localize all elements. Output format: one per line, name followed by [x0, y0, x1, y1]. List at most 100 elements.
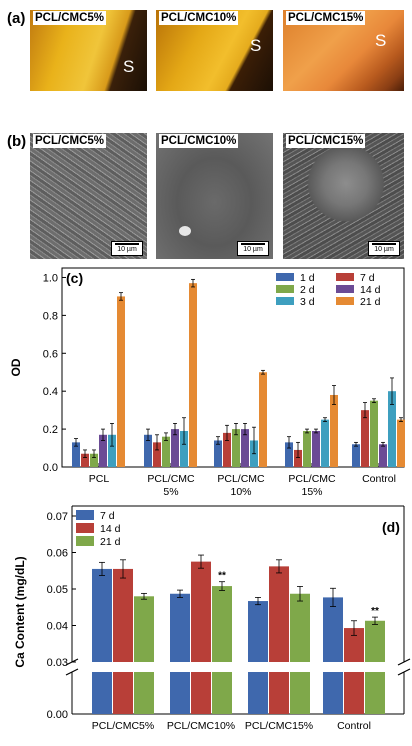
y-tick-label: 0.00	[47, 709, 68, 721]
bar	[223, 432, 231, 467]
y-axis-label: Ca Content (mg/dL)	[13, 556, 27, 667]
bar	[134, 596, 154, 662]
bar	[361, 410, 369, 467]
x-tick-label: PCL/CMC	[217, 473, 265, 485]
y-tick-label: 0.07	[47, 511, 68, 523]
bar-lower-segment	[365, 672, 385, 714]
bar	[81, 453, 89, 467]
bar	[365, 620, 385, 662]
micrograph-a-3: PCL/CMC15% S	[283, 10, 404, 91]
x-tick-label: 15%	[301, 486, 322, 498]
panel-b-letter: (b)	[7, 133, 27, 150]
legend-swatch	[276, 285, 294, 293]
bar	[379, 444, 387, 467]
bar	[241, 429, 249, 467]
sem-image-2: PCL/CMC10% 10 µm	[156, 133, 273, 259]
bar	[323, 597, 343, 662]
scale-bar: 10 µm	[368, 241, 400, 256]
x-tick-label: PCL/CMC	[147, 473, 195, 485]
legend-label: 1 d	[300, 272, 315, 284]
s-marker: S	[123, 57, 135, 76]
bar	[312, 430, 320, 467]
axis-break-mark	[397, 658, 411, 666]
y-tick-label: 0.8	[43, 310, 58, 322]
y-tick-label: 0.03	[47, 657, 68, 669]
bar	[269, 566, 289, 662]
x-tick-label: PCL/CMC5%	[92, 720, 154, 732]
y-tick-label: 0.05	[47, 584, 68, 596]
y-tick-label: 0.04	[47, 621, 68, 633]
calcium-bar-chart: 0.03 0.04 0.05 0.06 0.07 0.00 Ca Content (mg/d…	[13, 505, 411, 732]
bar	[294, 449, 302, 467]
image-label: PCL/CMC5%	[33, 134, 107, 148]
x-tick-label: 5%	[163, 486, 178, 498]
legend-label: 21 d	[360, 296, 381, 308]
bar	[189, 283, 197, 467]
micrograph-a-2: PCL/CMC10% S	[156, 10, 273, 91]
od-bar-chart: 0.00.20.40.60.81.0OD(c)PCL PCL/CMC5%PCL/C…	[9, 267, 405, 498]
bar-lower-segment	[344, 672, 364, 714]
sem-image-1: PCL/CMC5% 10 µm	[30, 133, 147, 259]
x-tick-label: PCL/CMC	[288, 473, 336, 485]
x-tick-label: Control	[362, 473, 396, 485]
legend-swatch	[76, 523, 94, 533]
bar-lower-segment	[269, 672, 289, 714]
bar-lower-segment	[191, 672, 211, 714]
axis-break-mark	[65, 668, 79, 676]
legend-swatch	[76, 536, 94, 546]
bar	[321, 419, 329, 467]
legend-label: 21 d	[100, 536, 121, 548]
bar	[72, 442, 80, 467]
bar	[191, 561, 211, 662]
panel-d-letter: (d)	[382, 519, 400, 535]
bar	[170, 593, 190, 662]
bar	[303, 430, 311, 467]
s-marker: S	[250, 36, 262, 55]
bar	[352, 444, 360, 467]
y-tick-label: 0.06	[47, 548, 68, 560]
legend-label: 7 d	[100, 510, 115, 522]
bar	[144, 434, 152, 467]
bar	[344, 628, 364, 662]
legend-swatch	[76, 510, 94, 520]
bar	[259, 372, 267, 467]
y-tick-label: 1.0	[43, 272, 58, 284]
image-label: PCL/CMC5%	[33, 11, 107, 25]
legend-label: 2 d	[300, 284, 315, 296]
bar-lower-segment	[113, 672, 133, 714]
bar	[162, 436, 170, 467]
legend-swatch	[276, 273, 294, 281]
image-label: PCL/CMC15%	[286, 134, 366, 148]
image-label: PCL/CMC15%	[286, 11, 366, 25]
bar	[180, 430, 188, 467]
scale-bar-label: 10 µm	[374, 246, 394, 253]
scale-bar-label: 10 µm	[243, 246, 263, 253]
bar	[117, 296, 125, 467]
bar-lower-segment	[212, 672, 232, 714]
s-marker: S	[375, 31, 387, 50]
x-tick-label: PCL/CMC15%	[245, 720, 313, 732]
x-tick-label: 10%	[230, 486, 251, 498]
bar-lower-segment	[134, 672, 154, 714]
micrograph-a-1: PCL/CMC5% S	[30, 10, 147, 91]
legend-swatch	[336, 285, 354, 293]
scale-bar: 10 µm	[237, 241, 269, 256]
y-tick-label: 0.4	[43, 386, 58, 398]
bar	[108, 434, 116, 467]
bar-lower-segment	[290, 672, 310, 714]
sem-image-3: PCL/CMC15% 10 µm	[283, 133, 404, 259]
y-tick-label: 0.6	[43, 348, 58, 360]
legend-label: 3 d	[300, 296, 315, 308]
y-tick-label: 0.2	[43, 424, 58, 436]
bar	[90, 453, 98, 467]
x-tick-label: PCL	[89, 473, 110, 485]
significance-marker: **	[371, 606, 379, 617]
bar	[285, 442, 293, 467]
bar	[388, 391, 396, 467]
bar	[212, 586, 232, 662]
bar	[99, 434, 107, 467]
bar	[248, 601, 268, 662]
legend-label: 14 d	[100, 523, 121, 535]
legend-label: 7 d	[360, 272, 375, 284]
legend-swatch	[276, 297, 294, 305]
